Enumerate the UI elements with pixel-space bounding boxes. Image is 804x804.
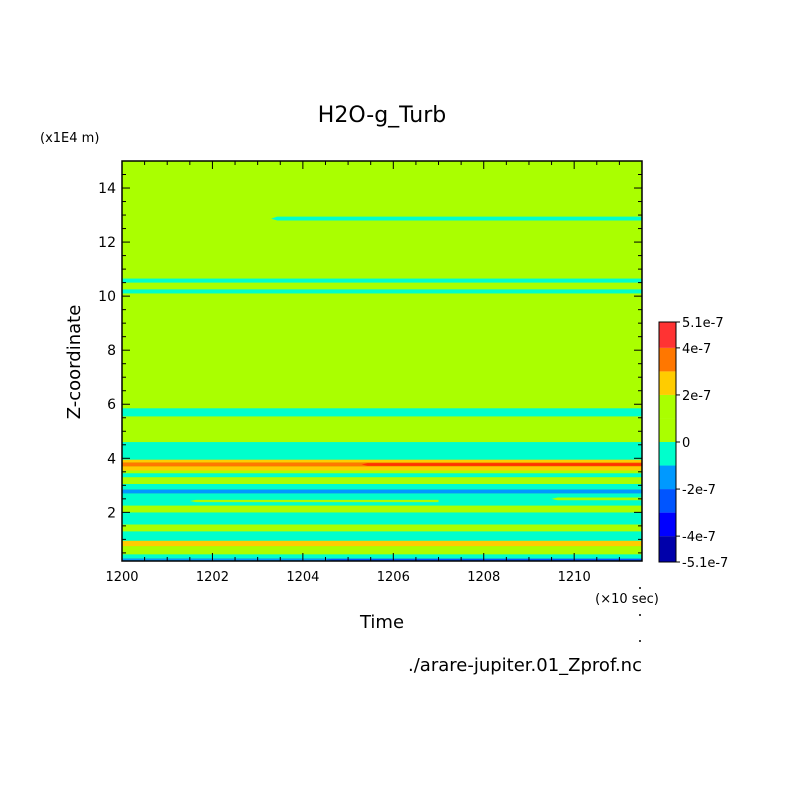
colorbar-levels	[659, 322, 676, 562]
contour-band-16	[122, 459, 642, 463]
contour-streak-3	[551, 497, 642, 501]
contour-band-12	[122, 473, 642, 478]
contour-band-2	[122, 546, 642, 555]
x-tick-label: 1202	[196, 570, 229, 585]
contour-streak-0	[271, 216, 642, 221]
colorbar-labels: 5.1e-7 4e-7 2e-7 0 -2e-7 -4e-7 -5.1e-7	[676, 316, 728, 571]
marker-dot-3	[639, 640, 641, 642]
x-unit-label: (×10 sec)	[595, 592, 659, 607]
colorbar-level-1	[659, 512, 676, 537]
contour-band-14	[122, 466, 642, 471]
colorbar-label: -2e-7	[682, 483, 716, 498]
colorbar-level-9	[659, 322, 676, 348]
y-tick-label: 12	[98, 235, 116, 251]
x-tick-label: 1208	[467, 570, 500, 585]
colorbar-level-4	[659, 442, 676, 466]
plot-area: 1200 1202 1204 1206 1208 1210 2 4 6 8 10 12 14	[98, 160, 643, 585]
contour-band-8	[122, 493, 642, 506]
colorbar-label: 0	[682, 436, 690, 451]
colorbar-level-0	[659, 536, 676, 562]
chart-title: H2O-g_Turb	[318, 103, 446, 128]
colorbar-label: 5.1e-7	[682, 316, 724, 331]
contour-streak-2	[189, 499, 439, 503]
contour-band-7	[122, 505, 642, 513]
y-tick-label: 8	[107, 343, 116, 359]
y-tick-label: 14	[98, 181, 116, 197]
colorbar-label: 2e-7	[682, 389, 711, 404]
contour-band-1	[122, 554, 642, 559]
contour-band-5	[122, 524, 642, 532]
colorbar-label: -5.1e-7	[682, 556, 728, 571]
contour-band-9	[122, 489, 642, 494]
contour-bands	[122, 278, 642, 561]
contour-band-20	[122, 278, 642, 283]
contour-band-10	[122, 483, 642, 490]
contour-band-6	[122, 512, 642, 525]
colorbar-level-2	[659, 489, 676, 513]
y-unit-label: (x1E4 m)	[40, 131, 99, 146]
y-axis-label: Z-coordinate	[64, 305, 85, 420]
contour-band-4	[122, 531, 642, 541]
y-tick-label: 4	[107, 451, 116, 467]
marker-dot-2	[639, 614, 641, 616]
x-tick-label: 1204	[286, 570, 319, 585]
x-tick-label: 1200	[105, 570, 138, 585]
colorbar-label: 4e-7	[682, 342, 711, 357]
colorbar-level-6	[659, 394, 676, 419]
x-axis-label: Time	[359, 612, 404, 633]
colorbar-label: -4e-7	[682, 530, 716, 545]
contour-streak-1	[361, 463, 642, 466]
marker-dot-1	[639, 587, 641, 589]
y-tick-label: 10	[98, 289, 116, 305]
contour-band-17	[122, 442, 642, 460]
x-tick-label: 1210	[558, 570, 591, 585]
footer-filename: ./arare-jupiter.01_Zprof.nc	[408, 655, 642, 676]
colorbar-level-5	[659, 418, 676, 442]
contour-band-18	[122, 408, 642, 417]
contour-band-19	[122, 289, 642, 294]
colorbar: 5.1e-7 4e-7 2e-7 0 -2e-7 -4e-7 -5.1e-7	[658, 316, 728, 571]
colorbar-level-3	[659, 465, 676, 490]
colorbar-level-7	[659, 371, 676, 395]
contour-band-3	[122, 540, 642, 547]
y-tick-label: 6	[107, 397, 116, 413]
y-tick-label: 2	[107, 505, 116, 521]
axis-ticks: 1200 1202 1204 1206 1208 1210 2 4 6 8 10 12 14	[98, 160, 643, 585]
contour-band-11	[122, 477, 642, 484]
colorbar-level-8	[659, 347, 676, 372]
contour-band-13	[122, 470, 642, 474]
plot-frame	[121, 160, 643, 562]
contour-streaks	[189, 216, 642, 561]
x-tick-label: 1206	[377, 570, 410, 585]
